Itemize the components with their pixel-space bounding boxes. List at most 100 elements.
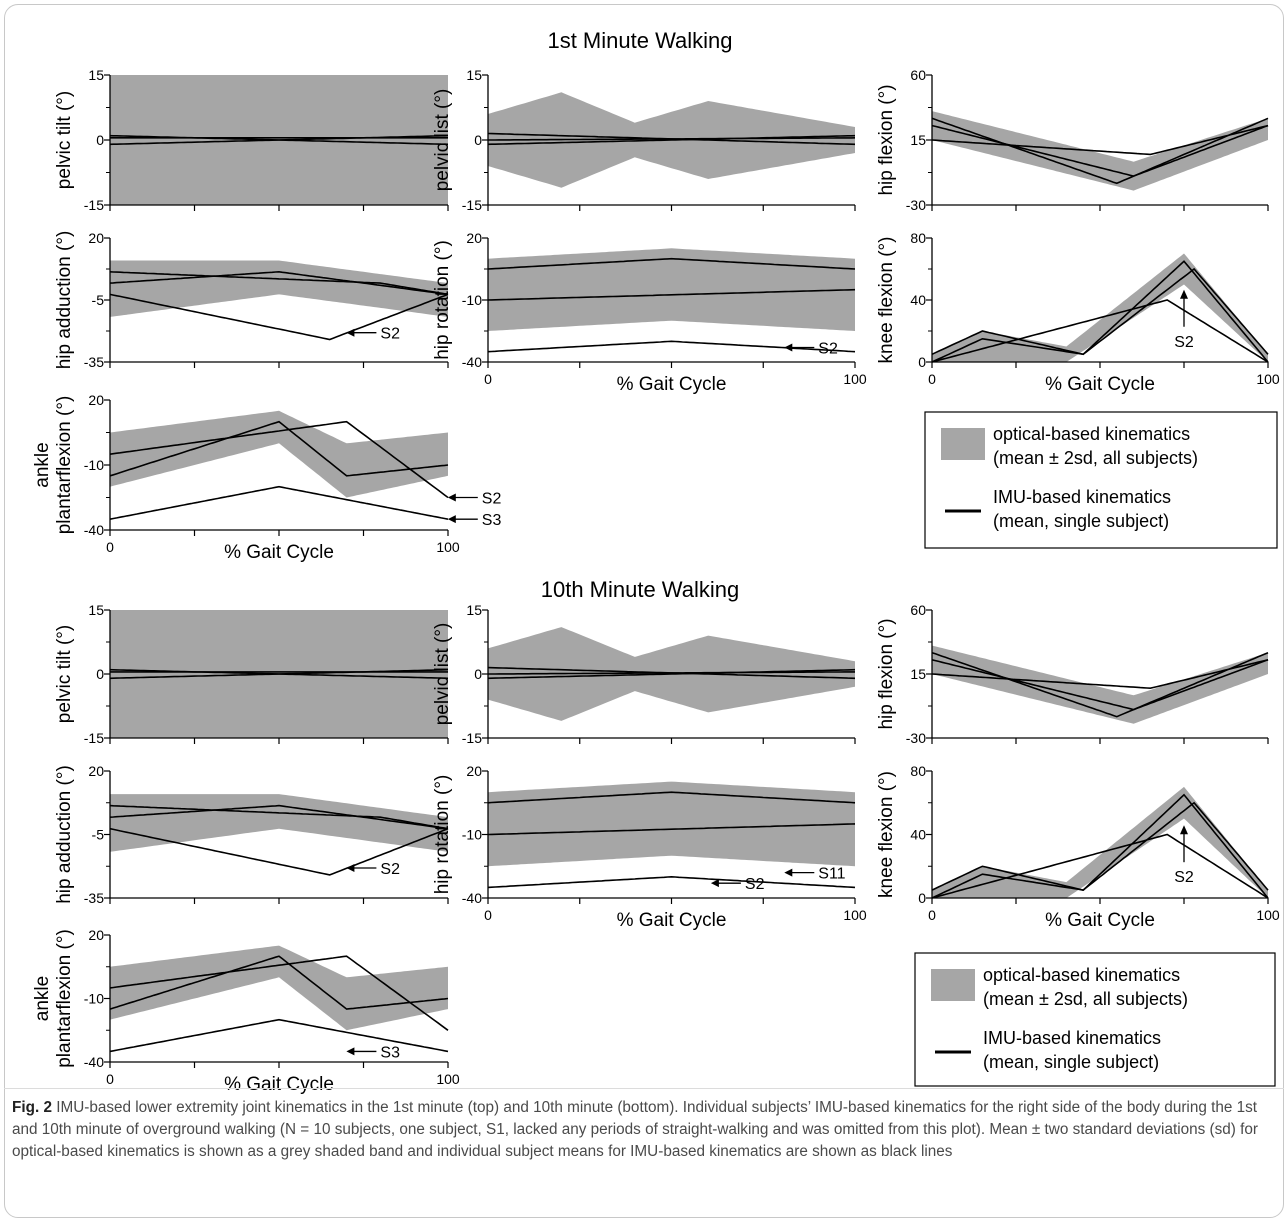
annotation-label: S2 — [745, 876, 765, 893]
sd-band — [932, 645, 1268, 724]
subject-line-1 — [931, 659, 1269, 711]
subject-line-3 — [487, 340, 856, 353]
legend-2: optical-based kinematics (mean ± 2sd, all… — [914, 952, 1276, 1087]
y-tick-label: 40 — [910, 827, 926, 843]
annotation-label: S2 — [1174, 869, 1194, 886]
chart-1st-pelvic-list: 15 0 -15 pelvic list (°) — [432, 67, 856, 213]
y-tick-label: -35 — [84, 890, 104, 906]
annotation-arrowhead — [1180, 289, 1188, 299]
x-axis-label: % Gait Cycle — [1045, 910, 1155, 931]
y-tick-label: 0 — [96, 132, 104, 148]
y-axis-label: plantarflexion (°) — [54, 929, 75, 1068]
y-tick-label: 0 — [918, 354, 926, 370]
sd-band — [932, 786, 1268, 898]
legend-band-swatch — [931, 969, 975, 1001]
legend-text: (mean, single subject) — [983, 1052, 1159, 1072]
annotation-label: S2 — [380, 861, 400, 878]
sd-band — [110, 794, 448, 852]
annotation-label: S3 — [482, 512, 502, 529]
legend-1: optical-based kinematics (mean ± 2sd, all… — [924, 411, 1278, 549]
y-axis-label: knee flexion (°) — [876, 237, 897, 364]
sd-band — [110, 945, 448, 1031]
legend-text: optical-based kinematics — [993, 424, 1190, 444]
x-axis-label: % Gait Cycle — [617, 910, 727, 931]
y-tick-label: -30 — [906, 730, 926, 746]
y-tick-label: 20 — [88, 763, 104, 779]
chart-1st-pelvic-tilt: 15 0 -15 pelvic tilt (°) — [54, 67, 449, 213]
subject-line-3 — [109, 668, 449, 680]
annotation-arrowhead — [447, 515, 456, 524]
x-tick-label: 0 — [928, 371, 936, 387]
legend-text: (mean ± 2sd, all subjects) — [983, 989, 1188, 1009]
x-axis-label: % Gait Cycle — [224, 542, 334, 563]
y-tick-label: 80 — [910, 763, 926, 779]
y-axis-label: hip adduction (°) — [54, 765, 75, 904]
subject-line-3 — [487, 132, 856, 146]
y-tick-label: 60 — [910, 67, 926, 83]
legend-text: IMU-based kinematics — [983, 1028, 1161, 1048]
subject-line-1 — [109, 420, 449, 477]
subject-line-2 — [487, 134, 856, 146]
x-tick-label: 0 — [484, 907, 492, 923]
y-tick-label: -15 — [84, 197, 104, 213]
chart-10th-hip-rotation: 20 -10 -400 100 % Gait Cycle hip rotation (°)… — [432, 763, 867, 931]
y-tick-label: -10 — [462, 827, 482, 843]
x-tick-label: 100 — [1256, 907, 1280, 923]
subject-line-2 — [487, 668, 856, 680]
y-axis-label: pelvic tilt (°) — [54, 625, 75, 723]
figure-caption: Fig. 2 IMU-based lower extremity joint k… — [12, 1097, 1274, 1163]
y-tick-label: 20 — [88, 392, 104, 408]
x-tick-label: 0 — [928, 907, 936, 923]
legend-text: (mean ± 2sd, all subjects) — [993, 448, 1198, 468]
y-tick-label: 20 — [88, 230, 104, 246]
y-axis-label: ankle — [32, 442, 53, 487]
chart-1st-ankle-plantarflexion: 20 -10 -400 100 % Gait Cycle ankle plantarflex… — [32, 392, 501, 563]
sd-band — [110, 260, 448, 317]
y-tick-label: 15 — [88, 67, 104, 83]
subject-line-2 — [487, 823, 856, 836]
y-tick-label: -10 — [84, 457, 104, 473]
subject-line-3 — [487, 875, 856, 889]
annotation-arrowhead — [710, 879, 719, 888]
subject-line-1 — [109, 804, 449, 830]
chart-10th-pelvic-tilt: 15 0 -15 pelvic tilt (°) — [54, 602, 449, 746]
sd-band — [932, 253, 1268, 362]
y-tick-label: -5 — [92, 827, 105, 843]
legend-text: optical-based kinematics — [983, 965, 1180, 985]
caption-divider — [4, 1088, 1284, 1089]
chart-10th-pelvic-list: 15 0 -15 pelvic list (°) — [432, 602, 856, 746]
y-tick-label: 0 — [96, 666, 104, 682]
annotation-label: S2 — [1174, 334, 1194, 351]
annotation-arrowhead — [346, 1047, 355, 1056]
y-axis-label: plantarflexion (°) — [54, 396, 75, 535]
subject-line-3 — [109, 420, 449, 499]
chart-1st-knee-flexion: 80 40 00 100 % Gait Cycle knee flexion (°) S2 — [876, 230, 1280, 395]
subject-line-2 — [931, 651, 1269, 718]
y-tick-label: -30 — [906, 197, 926, 213]
sd-band — [488, 781, 855, 867]
subject-line-1 — [487, 257, 856, 270]
y-tick-label: -15 — [84, 730, 104, 746]
subject-line-3 — [931, 833, 1269, 899]
y-tick-label: 15 — [910, 666, 926, 682]
y-axis-label: hip rotation (°) — [432, 775, 453, 895]
x-axis-label: % Gait Cycle — [1045, 374, 1155, 395]
annotation-label: S3 — [380, 1044, 400, 1061]
section-title-2: 10th Minute Walking — [541, 577, 740, 602]
subject-line-1 — [109, 270, 449, 296]
subject-line-2 — [109, 485, 449, 520]
annotation-label: S11 — [818, 866, 845, 883]
y-axis-label: knee flexion (°) — [876, 771, 897, 898]
sd-band — [110, 410, 448, 498]
caption-text: IMU-based lower extremity joint kinemati… — [12, 1099, 1258, 1160]
y-tick-label: -15 — [462, 730, 482, 746]
chart-1st-hip-flexion: 60 15 -30 hip flexion (°) — [876, 67, 1269, 213]
subject-line-1 — [487, 791, 856, 804]
y-axis-label: pelvic list (°) — [432, 623, 453, 726]
subject-line-1 — [931, 260, 1269, 363]
annotation-arrowhead — [1180, 825, 1188, 835]
x-tick-label: 100 — [843, 371, 867, 387]
x-tick-label: 0 — [484, 371, 492, 387]
y-axis-label: hip rotation (°) — [432, 240, 453, 360]
